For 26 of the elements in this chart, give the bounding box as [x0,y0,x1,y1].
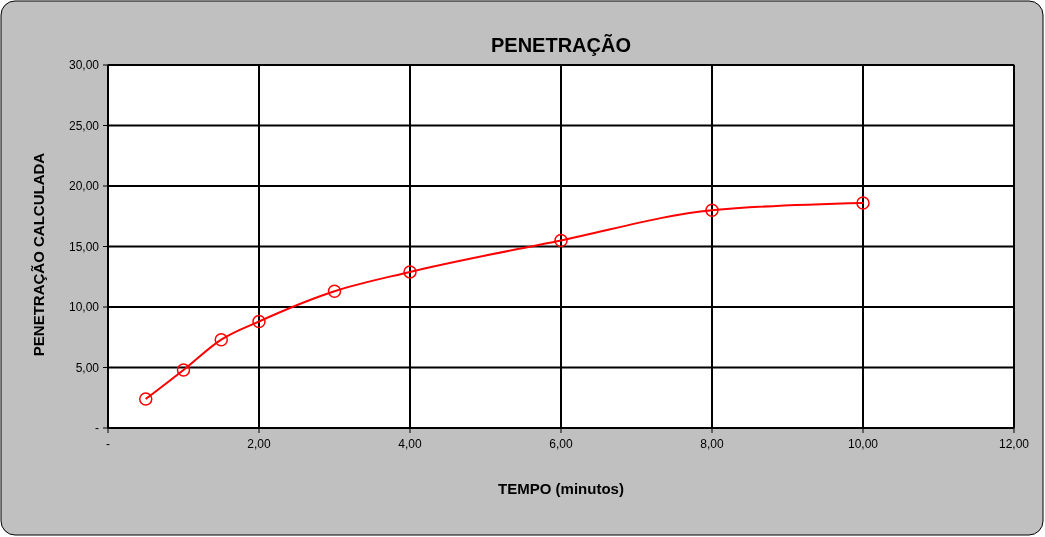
x-tick-label: 2,00 [247,437,271,451]
y-tick-label: 20,00 [68,179,100,193]
y-axis-title: PENETRAÇÃO CALCULADA [30,152,47,357]
x-tick-label: 8,00 [700,437,724,451]
x-tick-label: - [106,437,110,451]
x-axis-title: TEMPO (minutos) [498,480,624,497]
y-tick-label: 30,00 [68,58,100,72]
chart-title: PENETRAÇÃO [490,34,632,56]
point [139,392,153,406]
point [403,265,417,279]
y-tick-label: - [95,421,99,435]
point [705,203,719,217]
point [176,363,191,377]
x-tick-label: 4,00 [398,437,422,451]
point [327,284,342,299]
x-tick-label: 12,00 [998,437,1030,451]
point [214,332,228,347]
x-tick-label: 6,00 [549,437,573,451]
y-tick-label: 5,00 [75,360,100,375]
y-tick-label: 10,00 [68,300,100,314]
point [252,314,266,329]
point [856,196,870,210]
y-tick-label: 25,00 [68,118,100,133]
x-tick-label: 10,00 [847,437,879,451]
y-tick-label: 15,00 [68,239,100,254]
point [554,233,568,248]
